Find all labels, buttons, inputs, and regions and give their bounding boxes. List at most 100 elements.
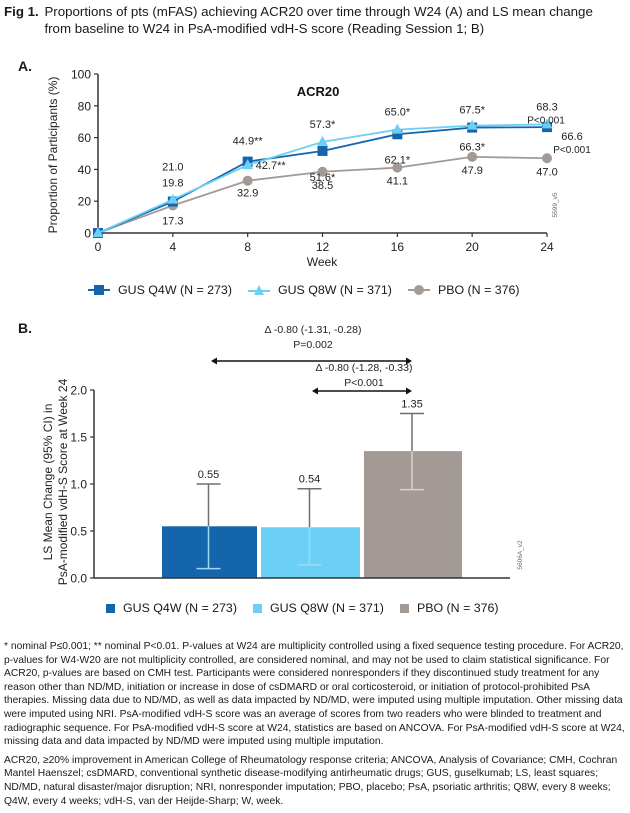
chart-a-point-gus_q8w [242, 159, 254, 170]
chart-a-x-tick-label: 0 [95, 240, 102, 254]
figure-label: Fig 1. [4, 4, 39, 19]
chart-a-data-label: 17.3 [162, 215, 183, 227]
chart-a-x-tick-label: 24 [540, 240, 554, 254]
arrow-right-icon [406, 357, 412, 365]
chart-b-value-label: 1.35 [401, 399, 422, 411]
chart-a-data-label: 21.0 [162, 162, 183, 174]
chart-a-p-value-q4w: P<0.001 [553, 145, 591, 156]
chart-a-x-axis-label: Week [307, 255, 338, 269]
chart-b-y-axis-label-line1: LS Mean Change (95% CI) in [41, 404, 55, 561]
chart-b-value-label: 0.54 [299, 474, 320, 486]
chart-b-bar-pbo [364, 451, 462, 578]
panel-a-label: A. [18, 58, 32, 74]
chart-a-data-label: 42.7** [256, 160, 287, 172]
chart-a-x-tick-label: 16 [391, 240, 405, 254]
panel-b-label: B. [18, 320, 32, 336]
chart-a-data-label: 68.3 [536, 101, 557, 113]
chart-a-data-label: 32.9 [237, 188, 258, 200]
legend-b-item-gus-q4w: GUS Q4W (N = 273) [106, 601, 237, 615]
charts-canvas: ACR20 0 20 40 60 80 100 0 4 8 12 16 20 24 Week Proporti… [41, 68, 591, 586]
chart-a-data-label: 41.1 [387, 176, 408, 188]
legend-b-label: GUS Q4W (N = 273) [123, 601, 237, 615]
chart-a-data-label: 66.6 [561, 131, 582, 143]
legend-a: GUS Q4W (N = 273) GUS Q8W (N = 371) PBO … [88, 283, 536, 297]
chart-a-data-label: 65.0* [384, 107, 410, 119]
square-marker-icon [88, 285, 110, 295]
chart-a-y-tick-label: 60 [78, 131, 92, 145]
chart-a-point-gus_q8w [466, 119, 478, 130]
chart-b-y-axis-label-line2: PsA-modified vdH-S Score at Week 24 [56, 378, 70, 585]
legend-a-label: GUS Q8W (N = 371) [277, 283, 392, 297]
chart-a-data-label: 62.1* [384, 154, 410, 166]
chart-a-data-label: 66.3* [459, 142, 485, 154]
footnote-abbreviations: ACR20, ≥20% improvement in American Coll… [4, 754, 618, 807]
chart-a-point-gus_q4w [392, 129, 403, 140]
swatch-icon [399, 603, 409, 613]
chart-b-bar-gus_q8w [261, 527, 360, 578]
chart-a-point-pbo [317, 166, 328, 177]
legend-a-item-pbo: PBO (N = 376) [407, 283, 520, 297]
legend-a-item-gus-q4w: GUS Q4W (N = 273) [88, 283, 232, 297]
chart-a-data-label: 57.3* [310, 119, 336, 131]
chart-a-x-tick-label: 4 [169, 240, 176, 254]
caption-text: Proportions of pts (mFAS) achieving ACR2… [44, 4, 593, 36]
chart-a-y-tick-label: 80 [78, 99, 92, 113]
chart-b-y-tick-label: 0.5 [70, 525, 87, 539]
legend-b-item-pbo: PBO (N = 376) [399, 601, 499, 615]
chart-a-y-tick-label: 20 [78, 195, 92, 209]
chart-a-point-gus_q8w [92, 227, 104, 237]
circle-marker-icon [407, 285, 430, 295]
chart-a-y-axis-label: Proportion of Participants (%) [46, 77, 60, 234]
chart-a-point-gus_q8w [167, 193, 179, 204]
chart-a-point-gus_q8w [541, 118, 553, 129]
chart-b-y-tick-label: 0.0 [70, 572, 87, 586]
chart-a-x-tick-label: 8 [244, 240, 251, 254]
comparison-p-value-label: P<0.001 [344, 377, 384, 389]
comparison-p-value-label: P=0.002 [293, 339, 333, 351]
chart-a-code: 5599_v5 [552, 192, 559, 217]
chart-b-value-label: 0.55 [198, 469, 219, 481]
chart-a-y-tick-label: 40 [78, 163, 92, 177]
arrow-right-icon [406, 387, 412, 395]
chart-a-point-pbo [467, 151, 478, 162]
chart-a-point-gus_q8w [391, 123, 403, 134]
chart-a-data-label: 19.8 [162, 178, 183, 190]
chart-a-data-label: 38.5 [312, 180, 333, 192]
chart-a-point-pbo [392, 162, 403, 173]
chart-b-y-tick-label: 1.5 [70, 431, 87, 445]
legend-a-item-gus-q8w: GUS Q8W (N = 371) [247, 283, 392, 297]
figure-caption: Fig 1. Proportions of pts (mFAS) achievi… [4, 3, 624, 37]
chart-a-x-tick-label: 20 [465, 240, 479, 254]
chart-a-x-tick-label: 12 [316, 240, 330, 254]
chart-a-point-pbo [242, 175, 253, 186]
chart-a-data-label: 44.9** [233, 136, 264, 148]
chart-a-y-tick-label: 0 [84, 227, 91, 241]
chart-a-point-gus_q8w [317, 135, 328, 146]
arrow-left-icon [312, 387, 318, 395]
chart-a-data-label: 51.6* [310, 172, 336, 184]
legend-b-label: PBO (N = 376) [416, 601, 499, 615]
swatch-icon [252, 603, 262, 613]
footnote-statistics: * nominal P≤0.001; ** nominal P<0.01. P-… [4, 641, 625, 748]
swatch-icon [106, 603, 115, 613]
chart-b-bar-gus_q4w [162, 526, 257, 578]
comparison-delta-label: Δ -0.80 (-1.28, -0.33) [316, 362, 413, 374]
comparison-delta-label: Δ -0.80 (-1.31, -0.28) [265, 324, 362, 336]
legend-b: GUS Q4W (N = 273) GUS Q8W (N = 371) PBO … [106, 601, 515, 615]
legend-b-item-gus-q8w: GUS Q8W (N = 371) [252, 601, 384, 615]
triangle-marker-icon [247, 285, 270, 295]
chart-a-p-value-q8w: P<0.001 [527, 115, 565, 126]
legend-b-label: GUS Q8W (N = 371) [269, 601, 384, 615]
arrow-left-icon [211, 357, 217, 365]
chart-a-point-pbo [542, 153, 552, 164]
legend-a-label: GUS Q4W (N = 273) [118, 283, 232, 297]
chart-a-y-tick-label: 100 [71, 68, 91, 82]
legend-a-label: PBO (N = 376) [437, 283, 520, 297]
footnotes: * nominal P≤0.001; ** nominal P<0.01. P-… [4, 640, 626, 813]
chart-a-title: ACR20 [297, 84, 340, 99]
chart-a-data-label: 67.5* [459, 105, 485, 117]
chart-a-data-label: 47.0 [536, 166, 557, 178]
chart-a-data-label: 47.9 [461, 165, 482, 177]
chart-b-code: 5606A_v2 [517, 540, 524, 570]
chart-b-y-tick-label: 1.0 [70, 478, 87, 492]
